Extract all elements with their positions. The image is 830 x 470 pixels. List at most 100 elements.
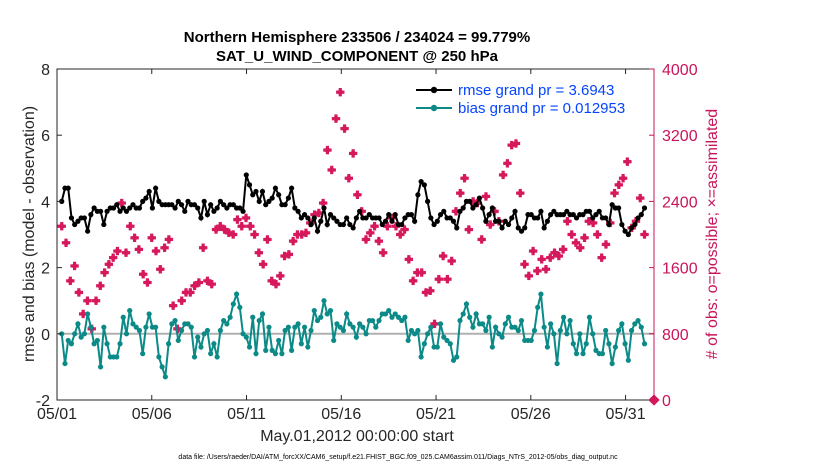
- obs-point: [96, 281, 105, 291]
- bias-series: [59, 290, 648, 380]
- rmse-point: [88, 212, 94, 218]
- obs-point: [524, 271, 534, 281]
- rmse-point: [269, 195, 275, 201]
- obs-point-core: [555, 252, 563, 260]
- obs-point-core: [118, 199, 126, 207]
- obs-point: [301, 228, 311, 238]
- rmse-series: [59, 172, 648, 238]
- bias-point: [486, 314, 492, 320]
- rmse-point: [182, 208, 188, 214]
- obs-point-core: [195, 278, 203, 287]
- obs-point: [567, 230, 576, 239]
- bias-point: [127, 308, 133, 314]
- rmse-point: [421, 182, 427, 188]
- obs-point: [83, 296, 92, 305]
- bias-point: [444, 337, 450, 344]
- rmse-point: [489, 205, 495, 211]
- rmse-point: [496, 218, 502, 224]
- bias-point: [492, 324, 499, 330]
- obs-point-core: [126, 222, 134, 230]
- rmse-point: [204, 212, 211, 218]
- obs-point: [91, 296, 101, 305]
- obs-point: [78, 309, 88, 319]
- bias-point: [638, 324, 644, 330]
- rmse-point: [632, 221, 638, 228]
- obs-point-core: [426, 287, 434, 295]
- bias-point: [97, 364, 104, 370]
- rmse-point: [415, 192, 421, 198]
- obs-point-core: [435, 275, 443, 283]
- bias-point: [272, 351, 279, 357]
- bias-point: [269, 347, 275, 353]
- rmse-point: [635, 215, 641, 221]
- rmse-point: [473, 202, 479, 208]
- bias-point: [321, 298, 327, 304]
- bias-point: [434, 344, 440, 350]
- bias-point: [450, 357, 457, 363]
- rmse-point: [331, 215, 337, 221]
- obs-point-core: [250, 230, 259, 239]
- rmse-point: [156, 198, 162, 204]
- rmse-point: [486, 212, 492, 218]
- bias-point: [538, 291, 544, 297]
- rmse-point: [596, 208, 602, 214]
- rmse-point: [246, 182, 253, 188]
- x-tick-label: 05/01: [37, 406, 77, 423]
- y-left-tick-label: 0: [41, 327, 50, 344]
- rmse-point: [628, 225, 635, 231]
- rmse-point: [457, 208, 463, 214]
- obs-point: [121, 248, 131, 257]
- rmse-point: [178, 202, 185, 208]
- obs-point-core: [546, 253, 554, 262]
- obs-point: [520, 260, 529, 269]
- bias-point: [198, 344, 204, 350]
- y-left-tick-label: 4: [41, 194, 50, 211]
- bias-point: [305, 344, 311, 350]
- bias-point: [94, 337, 100, 344]
- rmse-point: [548, 212, 554, 218]
- bias-point: [612, 344, 618, 350]
- rmse-point: [580, 212, 586, 218]
- y-right-tick-label: 3200: [662, 128, 698, 145]
- obs-point: [434, 274, 444, 284]
- x-axis-label: May.01,2012 00:00:00 start: [260, 428, 454, 445]
- rmse-point: [175, 198, 181, 204]
- rmse-point: [224, 205, 230, 211]
- bias-point: [515, 327, 521, 334]
- obs-point: [348, 149, 358, 158]
- obs-point-core: [593, 230, 602, 239]
- obs-point: [104, 260, 114, 269]
- rmse-point: [256, 198, 262, 204]
- obs-point-core: [379, 249, 387, 257]
- bias-point: [233, 291, 240, 297]
- rmse-point: [263, 202, 269, 208]
- bias-point: [256, 317, 262, 324]
- obs-point: [451, 207, 461, 216]
- rmse-point: [590, 215, 596, 221]
- y-right-tick-label: 1600: [662, 261, 698, 278]
- rmse-point: [541, 225, 547, 231]
- obs-point: [464, 225, 474, 234]
- bias-point: [363, 331, 369, 337]
- rmse-point: [480, 205, 486, 211]
- obs-point-core: [405, 255, 413, 264]
- bias-point: [392, 311, 398, 317]
- rmse-point: [301, 212, 308, 218]
- bias-point: [285, 324, 291, 330]
- y-axis-left: -2 0 2 4 6 8: [36, 62, 62, 410]
- bias-point: [470, 324, 476, 330]
- obs-point-core: [92, 297, 100, 305]
- bias-point: [360, 324, 366, 330]
- obs-point: [593, 230, 602, 239]
- bias-point: [463, 301, 470, 307]
- bias-point: [65, 337, 71, 344]
- obs-point-core: [340, 124, 349, 133]
- chart-title-line1: Northern Hemisphere 233506 / 234024 = 99…: [184, 29, 530, 46]
- bias-point: [460, 311, 466, 317]
- bias-point: [570, 341, 576, 347]
- obs-point-core: [229, 230, 237, 239]
- obs-point: [293, 230, 302, 239]
- bias-point: [104, 341, 110, 347]
- rmse-point: [428, 215, 434, 221]
- x-axis: 05/01 05/06 05/11 05/16 05/21 05/26 05/31: [37, 69, 646, 423]
